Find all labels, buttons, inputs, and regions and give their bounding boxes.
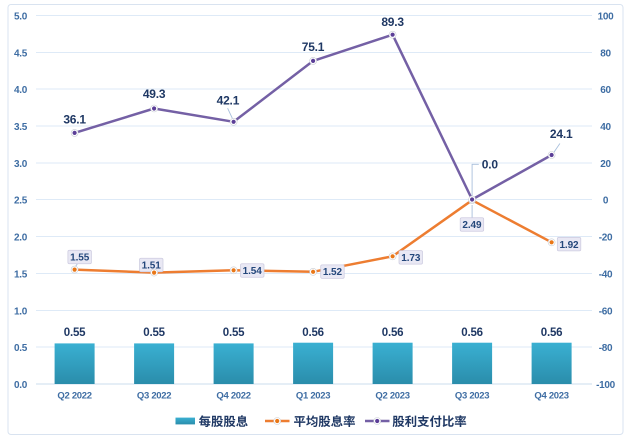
svg-text:0.55: 0.55	[64, 327, 86, 339]
svg-text:0: 0	[603, 196, 609, 207]
svg-text:-100: -100	[596, 380, 616, 391]
svg-text:36.1: 36.1	[63, 113, 86, 127]
svg-text:-40: -40	[599, 270, 613, 281]
svg-text:1.73: 1.73	[401, 253, 421, 264]
svg-text:3.5: 3.5	[14, 122, 28, 133]
svg-text:2.49: 2.49	[462, 220, 482, 231]
svg-text:0.56: 0.56	[382, 327, 404, 339]
svg-text:42.1: 42.1	[217, 93, 240, 107]
svg-text:40: 40	[600, 122, 611, 133]
svg-text:1.55: 1.55	[70, 253, 90, 264]
svg-text:5.0: 5.0	[14, 12, 28, 23]
svg-text:1.92: 1.92	[559, 240, 579, 251]
svg-text:Q4 2023: Q4 2023	[534, 390, 568, 401]
svg-text:2.0: 2.0	[14, 233, 28, 244]
svg-text:0.56: 0.56	[302, 327, 324, 339]
svg-text:-80: -80	[599, 343, 613, 354]
svg-text:0.56: 0.56	[461, 327, 483, 339]
svg-text:-60: -60	[599, 307, 613, 318]
svg-text:2.5: 2.5	[14, 196, 28, 207]
svg-text:60: 60	[600, 85, 611, 96]
svg-text:0.55: 0.55	[143, 327, 165, 339]
svg-text:4.0: 4.0	[14, 85, 28, 96]
svg-text:0.55: 0.55	[223, 327, 245, 339]
svg-text:Q1 2023: Q1 2023	[296, 390, 330, 401]
svg-text:Q3 2023: Q3 2023	[455, 390, 489, 401]
svg-text:80: 80	[600, 49, 611, 60]
svg-text:Q2 2022: Q2 2022	[57, 390, 91, 401]
svg-text:1.52: 1.52	[323, 267, 343, 278]
svg-text:0.5: 0.5	[14, 343, 28, 354]
svg-text:3.0: 3.0	[14, 159, 28, 170]
svg-text:49.3: 49.3	[143, 87, 166, 101]
svg-text:1.0: 1.0	[14, 307, 28, 318]
svg-text:0.56: 0.56	[541, 327, 563, 339]
svg-text:Q4 2022: Q4 2022	[216, 390, 250, 401]
svg-text:89.3: 89.3	[381, 15, 404, 29]
svg-text:4.5: 4.5	[14, 49, 28, 60]
svg-text:0.0: 0.0	[482, 158, 499, 172]
svg-text:1.5: 1.5	[14, 270, 28, 281]
svg-text:24.1: 24.1	[550, 127, 573, 141]
svg-text:100: 100	[598, 12, 615, 23]
svg-text:1.54: 1.54	[243, 266, 263, 277]
svg-text:0.0: 0.0	[14, 380, 28, 391]
svg-text:Q2 2023: Q2 2023	[375, 390, 409, 401]
svg-text:-20: -20	[599, 233, 613, 244]
svg-text:20: 20	[600, 159, 611, 170]
svg-text:1.51: 1.51	[142, 261, 162, 272]
svg-text:Q3 2022: Q3 2022	[137, 390, 171, 401]
svg-text:75.1: 75.1	[302, 40, 325, 54]
